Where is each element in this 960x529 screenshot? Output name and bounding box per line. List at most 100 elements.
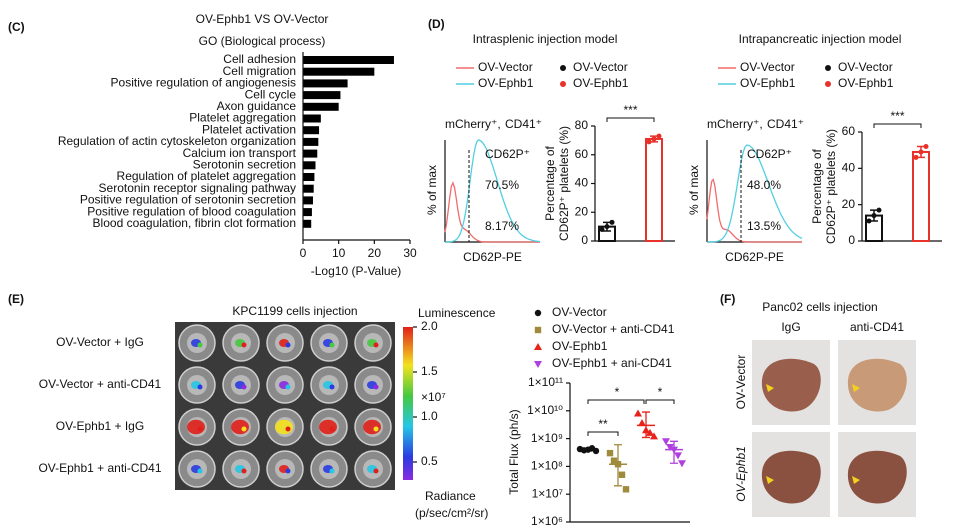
data-point xyxy=(662,438,670,446)
arrowhead xyxy=(766,476,774,484)
bar xyxy=(303,184,314,193)
legend-marker xyxy=(825,81,831,87)
y-tick-label: Platelet activation xyxy=(202,122,296,136)
chart-subtitle: GO (Biological process) xyxy=(199,34,326,48)
legend-label: OV-Ephb1 + ani-CD41 xyxy=(552,356,672,370)
signal xyxy=(329,384,335,390)
panel-label: (C) xyxy=(8,20,25,34)
y-axis-label: Percentage of xyxy=(543,145,557,220)
significance-bracket xyxy=(587,431,619,436)
y-tick-label: 0 xyxy=(581,233,588,247)
data-point xyxy=(678,460,686,468)
legend-marker xyxy=(560,81,566,87)
bar xyxy=(303,219,312,228)
legend-label: OV-Vector xyxy=(740,60,795,74)
gate-label: CD62P⁺ xyxy=(485,147,530,161)
liver xyxy=(761,358,821,412)
y-tick-label: 1×10⁶ xyxy=(531,514,563,528)
gate-label: CD62P⁺ xyxy=(747,147,792,161)
legend-label: OV-Ephb1 xyxy=(573,76,629,90)
y-tick-label: Cell adhesion xyxy=(223,52,296,66)
row-label: OV-Ephb1 + anti-CD41 xyxy=(38,461,161,475)
histogram-label: mCherry⁺, xyxy=(707,117,763,131)
arrowhead xyxy=(852,384,860,392)
liver xyxy=(847,358,907,412)
y-tick-label: Calcium ion transport xyxy=(183,146,297,160)
bar xyxy=(303,196,313,205)
signal xyxy=(373,468,379,474)
y-tick-label: Serotonin secretion xyxy=(193,157,296,171)
y-tick-label: Regulation of platelet aggregation xyxy=(117,169,296,183)
histogram-curve xyxy=(445,139,541,243)
row-label: OV-Vector xyxy=(734,355,748,410)
y-axis-label: % of max xyxy=(425,165,439,215)
histogram-curve xyxy=(707,144,803,243)
row-label: OV-Vector + anti-CD41 xyxy=(39,377,162,391)
y-axis-label: Percentage of xyxy=(810,148,824,223)
y-tick-label: Serotonin receptor signaling pathway xyxy=(99,181,296,195)
significance-label: * xyxy=(615,385,620,399)
histogram-label: CD41⁺ xyxy=(767,117,804,131)
legend-label: OV-Ephb1 xyxy=(478,76,534,90)
data-point xyxy=(622,486,630,493)
data-point xyxy=(609,219,615,225)
signal xyxy=(373,426,379,432)
y-tick-label: Positive regulation of blood coagulation xyxy=(87,204,296,218)
significance-label: *** xyxy=(890,109,904,123)
data-point xyxy=(638,419,646,427)
signal xyxy=(285,384,291,390)
histogram-curve xyxy=(444,181,540,243)
data-point xyxy=(646,428,654,436)
data-point xyxy=(871,213,877,219)
liver xyxy=(761,450,821,504)
y-tick-label: 40 xyxy=(575,176,589,190)
colorbar-unit: (p/sec/cm²/sr) xyxy=(415,506,488,520)
legend-label: OV-Vector xyxy=(478,60,533,74)
y-tick-label: Regulation of actin cytoskeleton organiz… xyxy=(58,134,296,148)
data-point xyxy=(923,144,929,150)
row-label: OV-Vector + IgG xyxy=(56,335,144,349)
y-tick-label: Blood coagulation, fibrin clot formation xyxy=(93,216,296,230)
panel-label: (D) xyxy=(428,17,445,31)
bar xyxy=(303,67,375,76)
signal xyxy=(329,342,335,348)
row-label: OV-Ephb1 + IgG xyxy=(56,419,144,433)
signal xyxy=(197,342,203,348)
significance-bracket xyxy=(606,117,655,122)
image-title: Panc02 cells injection xyxy=(762,300,877,314)
chart-title: OV-Ephb1 VS OV-Vector xyxy=(196,12,329,26)
x-tick-label: 20 xyxy=(368,246,382,260)
legend-marker xyxy=(534,361,542,368)
signal xyxy=(275,419,293,435)
data-point xyxy=(913,154,919,160)
y-tick-label: Cell cycle xyxy=(245,87,297,101)
percent-label: 48.0% xyxy=(747,178,781,192)
signal xyxy=(329,468,335,474)
signal xyxy=(241,468,247,474)
bar xyxy=(303,56,394,64)
significance-label: *** xyxy=(623,103,637,117)
significance-label: * xyxy=(658,385,663,399)
y-tick-label: 20 xyxy=(575,204,589,218)
signal xyxy=(329,426,335,432)
colorbar-title: Luminescence xyxy=(418,306,496,320)
bar xyxy=(303,137,319,146)
data-point xyxy=(651,136,657,142)
y-tick-label: 1×10⁷ xyxy=(532,486,563,500)
y-tick-label: 1×10⁹ xyxy=(531,431,563,445)
y-tick-label: 60 xyxy=(575,147,589,161)
legend-marker xyxy=(560,65,566,71)
x-axis-label: CD62P-PE xyxy=(725,250,784,264)
bar xyxy=(645,137,663,242)
bar xyxy=(303,126,320,135)
data-point xyxy=(646,139,652,145)
y-tick-label: 1×10¹⁰ xyxy=(527,403,563,417)
x-axis-label: CD62P-PE xyxy=(463,250,522,264)
data-point xyxy=(599,227,605,232)
signal xyxy=(285,426,291,432)
signal xyxy=(373,384,379,390)
bar xyxy=(912,150,930,243)
bar xyxy=(303,79,348,88)
signal xyxy=(285,468,291,474)
